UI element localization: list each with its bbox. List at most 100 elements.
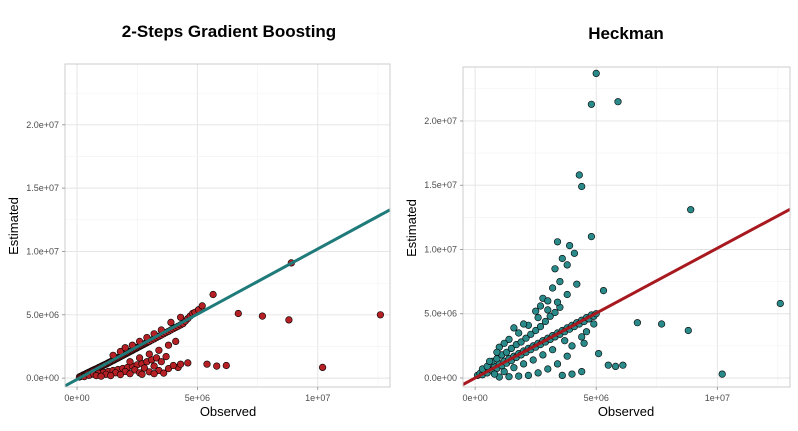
data-point xyxy=(551,265,559,273)
data-point xyxy=(532,307,540,315)
y-axis-ticks-heckman: 0.0e+00 5.0e+06 1.0e+07 1.5e+07 2.0e+07 xyxy=(424,116,463,383)
data-point xyxy=(611,362,620,371)
y-tick-label: 5.0e+06 xyxy=(424,309,457,319)
data-point xyxy=(563,290,571,299)
x-tick-label: 5e+06 xyxy=(584,393,609,403)
y-axis-label-heckman: Estimated xyxy=(404,199,419,257)
data-point xyxy=(570,249,579,257)
data-point xyxy=(213,362,221,370)
data-point xyxy=(258,312,267,320)
data-point xyxy=(614,98,622,106)
data-point xyxy=(519,360,528,368)
data-point xyxy=(657,320,666,328)
data-point xyxy=(541,317,550,326)
data-point xyxy=(524,371,533,380)
data-point xyxy=(150,362,158,370)
data-point xyxy=(107,372,115,380)
x-axis-label-gradient-boosting: Observed xyxy=(200,404,256,419)
data-point xyxy=(592,69,600,77)
data-point xyxy=(234,309,242,318)
gridlines-heckman xyxy=(463,67,790,387)
x-tick-label: 5e+06 xyxy=(185,393,210,403)
data-point xyxy=(532,326,540,335)
data-point xyxy=(587,233,596,241)
data-point xyxy=(486,357,494,365)
data-point xyxy=(582,328,591,336)
data-point xyxy=(121,344,129,352)
data-point xyxy=(505,373,513,381)
data-point xyxy=(515,329,523,337)
data-point xyxy=(97,372,105,380)
data-point xyxy=(376,311,385,319)
data-point xyxy=(534,369,542,377)
data-point xyxy=(126,358,134,366)
data-point xyxy=(568,370,576,378)
data-point xyxy=(594,350,603,358)
data-point xyxy=(209,290,217,299)
data-point xyxy=(546,312,554,320)
data-point xyxy=(575,171,583,179)
data-point xyxy=(561,337,569,345)
x-axis-label-heckman: Observed xyxy=(598,404,654,419)
data-point xyxy=(503,348,511,356)
x-tick-label: 0e+00 xyxy=(64,393,89,403)
fit-line-heckman xyxy=(463,207,790,386)
data-point xyxy=(604,361,612,369)
plot-area-gradient-boosting xyxy=(65,208,390,387)
points-gradient-boosting xyxy=(75,259,385,381)
data-point xyxy=(590,320,598,328)
data-point xyxy=(619,361,627,369)
data-point xyxy=(116,371,124,379)
data-point xyxy=(505,335,513,344)
data-point xyxy=(568,342,576,350)
data-point xyxy=(510,324,518,332)
x-tick-label: 1e+07 xyxy=(705,393,730,403)
data-point xyxy=(536,302,545,310)
data-point xyxy=(578,333,586,341)
y-tick-label: 1.5e+07 xyxy=(26,183,59,193)
y-tick-label: 5.0e+06 xyxy=(26,310,59,320)
data-point xyxy=(687,206,695,214)
data-point xyxy=(490,370,499,378)
data-point xyxy=(169,361,177,370)
data-point xyxy=(319,363,327,372)
data-point xyxy=(718,370,726,378)
data-point xyxy=(633,319,642,327)
y-tick-label: 1.0e+07 xyxy=(26,246,59,256)
data-point xyxy=(136,354,144,362)
data-point xyxy=(776,299,784,308)
gridlines-gradient-boosting xyxy=(65,64,390,387)
data-point xyxy=(150,370,158,378)
data-point xyxy=(140,364,148,372)
chart-title-gradient-boosting: 2-Steps Gradient Boosting xyxy=(122,22,336,41)
y-axis-ticks-gradient-boosting: 0.0e+00 5.0e+06 1.0e+07 1.5e+07 2.0e+07 xyxy=(26,120,65,383)
data-point xyxy=(517,338,525,346)
data-point xyxy=(580,339,588,347)
y-tick-label: 1.5e+07 xyxy=(424,180,457,190)
data-point xyxy=(507,344,516,353)
data-point xyxy=(198,302,206,310)
data-point xyxy=(529,356,537,364)
data-point xyxy=(558,254,566,263)
data-point xyxy=(558,371,566,380)
data-point xyxy=(167,318,175,327)
data-point xyxy=(551,308,559,317)
data-point xyxy=(599,287,608,295)
y-tick-label: 1.0e+07 xyxy=(424,244,457,254)
data-point xyxy=(548,284,557,292)
panel-border-gradient-boosting xyxy=(64,63,391,388)
data-point xyxy=(534,314,542,322)
data-point xyxy=(684,326,692,335)
data-point xyxy=(515,372,523,380)
data-point xyxy=(152,354,161,362)
data-point xyxy=(500,339,508,347)
data-point xyxy=(164,341,173,349)
data-point xyxy=(155,346,163,354)
data-point xyxy=(126,370,134,378)
data-point xyxy=(553,238,562,246)
data-point xyxy=(544,297,552,305)
x-tick-label: 1e+07 xyxy=(305,393,330,403)
data-point xyxy=(184,359,192,367)
data-point xyxy=(553,360,562,368)
data-point xyxy=(177,360,185,368)
